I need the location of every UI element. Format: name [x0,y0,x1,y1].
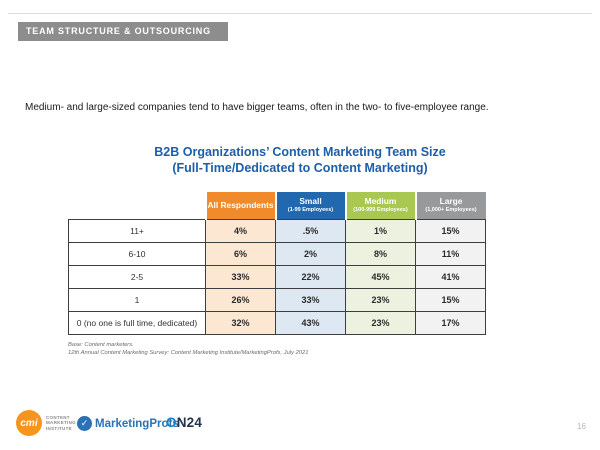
table-row: 11+ 4% .5% 1% 15% [68,219,486,243]
table-corner-cell [68,192,206,220]
cell-value: 23% [345,311,416,335]
cell-value: 43% [275,311,346,335]
on24-logo-text: N24 [176,415,203,430]
row-label: 1 [68,288,206,312]
lead-sentence: Medium- and large-sized companies tend t… [25,102,489,113]
table-header-row: All Respondents Small (1-99 Employees) M… [68,192,486,220]
on24-logo-o: O [166,415,177,430]
page-number: 16 [577,422,586,431]
column-header-small: Small (1-99 Employees) [274,192,346,220]
row-label: 2-5 [68,265,206,289]
cmi-logo-text: CONTENT MARKETING INSTITUTE [46,414,76,431]
footnote-base: Base: Content marketers. [68,342,134,348]
chart-title-line1: B2B Organizations’ Content Marketing Tea… [154,145,446,159]
top-divider [8,13,592,14]
cell-value: 23% [345,288,416,312]
cell-value: 15% [415,219,486,243]
marketingprofs-logo: ✓ MarketingProfs [77,416,179,431]
on24-logo: ON24 [166,415,202,430]
cell-value: 33% [205,265,276,289]
row-label: 11+ [68,219,206,243]
cell-value: 26% [205,288,276,312]
cell-value: 15% [415,288,486,312]
cmi-logo-icon: cmi [16,410,42,436]
row-label: 0 (no one is full time, dedicated) [68,311,206,335]
column-header-all-respondents: All Respondents [204,192,276,220]
footnote-source: 12th Annual Content Marketing Survey: Co… [68,349,309,356]
cmi-logo: cmi CONTENT MARKETING INSTITUTE [16,410,76,436]
cell-value: 32% [205,311,276,335]
column-header-large: Large (1,000+ Employees) [414,192,486,220]
cell-value: 6% [205,242,276,266]
cell-value: 17% [415,311,486,335]
cell-value: 33% [275,288,346,312]
table-row: 1 26% 33% 23% 15% [68,288,486,312]
table-row: 6-10 6% 2% 8% 11% [68,242,486,266]
marketingprofs-logo-icon: ✓ [77,416,92,431]
cell-value: 1% [345,219,416,243]
cell-value: 45% [345,265,416,289]
cell-value: 2% [275,242,346,266]
table-row: 0 (no one is full time, dedicated) 32% 4… [68,311,486,335]
row-label: 6-10 [68,242,206,266]
chart-title-line2: (Full-Time/Dedicated to Content Marketin… [172,160,428,175]
cell-value: 8% [345,242,416,266]
chart-title: B2B Organizations’ Content Marketing Tea… [0,145,600,176]
cell-value: 11% [415,242,486,266]
cell-value: .5% [275,219,346,243]
column-header-medium: Medium (100-999 Employees) [344,192,416,220]
cell-value: 4% [205,219,276,243]
team-size-table: All Respondents Small (1-99 Employees) M… [68,192,486,335]
cell-value: 22% [275,265,346,289]
cell-value: 41% [415,265,486,289]
footnotes: Base: Content marketers. 12th Annual Con… [68,342,308,357]
marketingprofs-wordmark: MarketingProfs [95,417,179,430]
table-row: 2-5 33% 22% 45% 41% [68,265,486,289]
section-header: TEAM STRUCTURE & OUTSOURCING [18,22,228,41]
